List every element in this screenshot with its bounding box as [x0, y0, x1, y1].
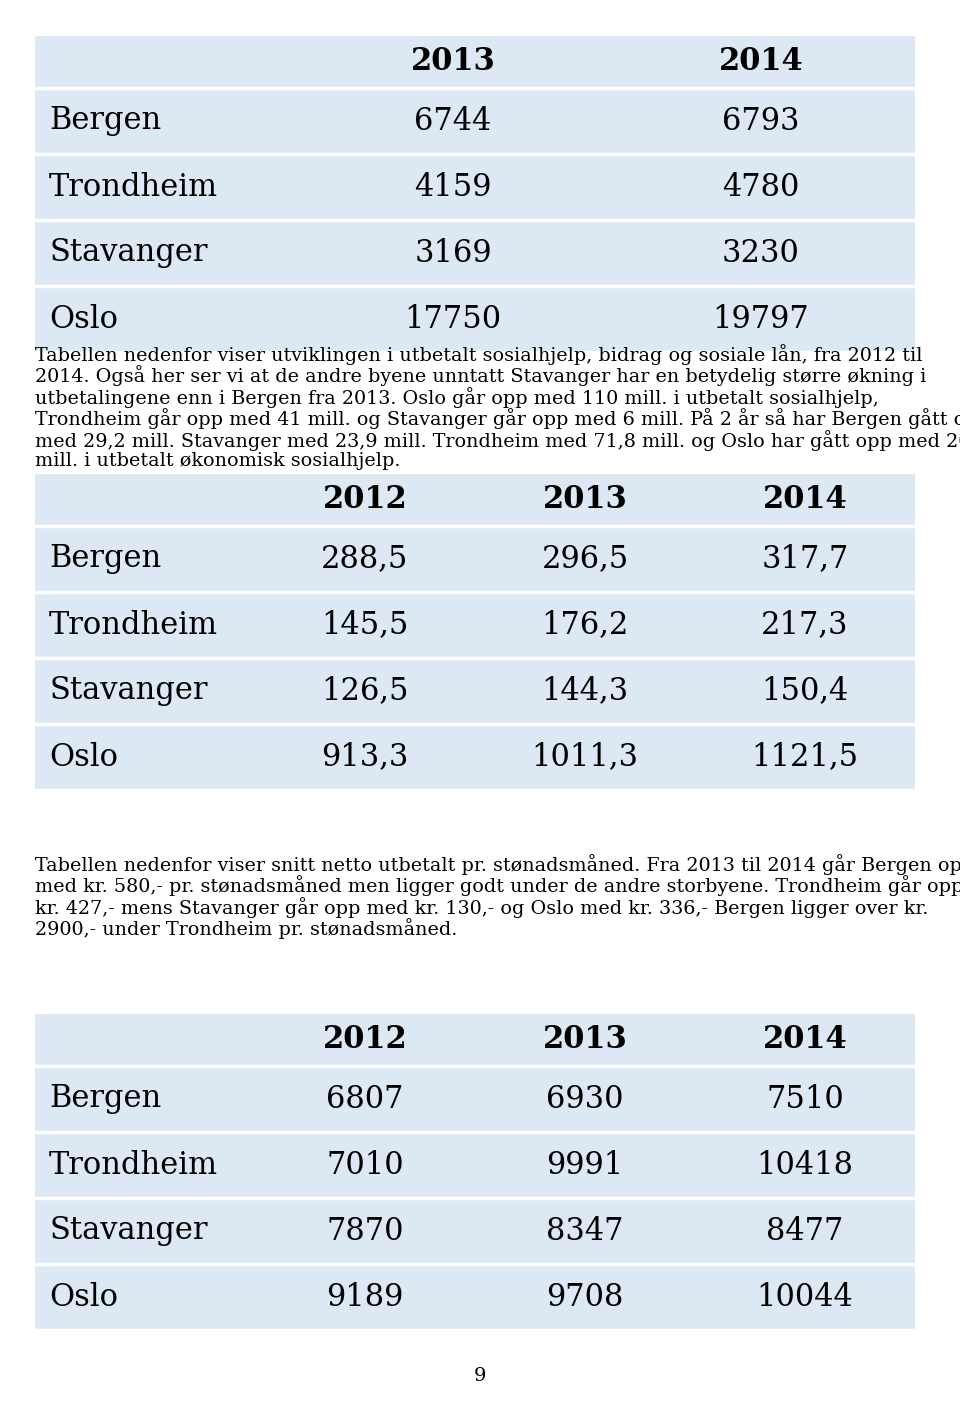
Text: kr. 427,- mens Stavanger går opp med kr. 130,- og Oslo med kr. 336,- Bergen ligg: kr. 427,- mens Stavanger går opp med kr.… [35, 897, 928, 918]
Text: 9189: 9189 [326, 1282, 404, 1313]
Text: med 29,2 mill. Stavanger med 23,9 mill. Trondheim med 71,8 mill. og Oslo har gåt: med 29,2 mill. Stavanger med 23,9 mill. … [35, 430, 960, 451]
Text: 10044: 10044 [756, 1282, 853, 1313]
Text: 176,2: 176,2 [541, 609, 629, 640]
Text: Oslo: Oslo [49, 741, 118, 772]
Text: 2013: 2013 [411, 46, 495, 77]
Text: Stavanger: Stavanger [49, 237, 207, 268]
Text: Tabellen nedenfor viser utviklingen i utbetalt sosialhjelp, bidrag og sosiale lå: Tabellen nedenfor viser utviklingen i ut… [35, 344, 923, 365]
Text: 217,3: 217,3 [761, 609, 849, 640]
Text: 145,5: 145,5 [322, 609, 409, 640]
Text: Trondheim: Trondheim [49, 1150, 218, 1181]
Text: 7870: 7870 [326, 1216, 404, 1247]
Text: 6744: 6744 [415, 105, 492, 136]
Text: 9: 9 [473, 1367, 487, 1384]
Bar [35, 1014, 915, 1330]
Text: 17750: 17750 [404, 303, 501, 334]
Text: mill. i utbetalt økonomisk sosialhjelp.: mill. i utbetalt økonomisk sosialhjelp. [35, 452, 400, 469]
Text: Tabellen nedenfor viser snitt netto utbetalt pr. stønadsmåned. Fra 2013 til 2014: Tabellen nedenfor viser snitt netto utbe… [35, 854, 960, 875]
Text: Trondheim: Trondheim [49, 609, 218, 640]
Text: 3169: 3169 [414, 237, 492, 268]
Text: 9708: 9708 [546, 1282, 624, 1313]
Text: 150,4: 150,4 [761, 675, 849, 706]
Text: Stavanger: Stavanger [49, 675, 207, 706]
Text: 8347: 8347 [546, 1216, 624, 1247]
Bar [35, 37, 915, 352]
Text: Trondheim går opp med 41 mill. og Stavanger går opp med 6 mill. På 2 år så har B: Trondheim går opp med 41 mill. og Stavan… [35, 409, 960, 430]
Text: Oslo: Oslo [49, 1282, 118, 1313]
Text: 2014. Også her ser vi at de andre byene unntatt Stavanger har en betydelig størr: 2014. Også her ser vi at de andre byene … [35, 365, 926, 386]
Text: 288,5: 288,5 [322, 543, 409, 574]
Text: 296,5: 296,5 [541, 543, 629, 574]
Text: 2014: 2014 [762, 1025, 848, 1056]
Text: 2012: 2012 [323, 1025, 407, 1056]
Text: Bergen: Bergen [49, 543, 161, 574]
Text: 126,5: 126,5 [322, 675, 409, 706]
Text: 2900,- under Trondheim pr. stønadsmåned.: 2900,- under Trondheim pr. stønadsmåned. [35, 918, 457, 939]
Text: utbetalingene enn i Bergen fra 2013. Oslo går opp med 110 mill. i utbetalt sosia: utbetalingene enn i Bergen fra 2013. Osl… [35, 388, 878, 409]
Text: 6807: 6807 [326, 1084, 404, 1115]
Text: 2012: 2012 [323, 484, 407, 515]
Text: 6930: 6930 [546, 1084, 624, 1115]
Text: 317,7: 317,7 [761, 543, 849, 574]
Text: 2013: 2013 [542, 1025, 628, 1056]
Text: 2014: 2014 [762, 484, 848, 515]
Text: med kr. 580,- pr. stønadsmåned men ligger godt under de andre storbyene. Trondhe: med kr. 580,- pr. stønadsmåned men ligge… [35, 876, 960, 896]
Text: 2014: 2014 [719, 46, 804, 77]
Text: 2013: 2013 [542, 484, 628, 515]
Text: 10418: 10418 [756, 1150, 853, 1181]
Text: Bergen: Bergen [49, 105, 161, 136]
Text: Bergen: Bergen [49, 1084, 161, 1115]
Text: 3230: 3230 [722, 237, 800, 268]
Text: 7510: 7510 [766, 1084, 844, 1115]
Text: 6793: 6793 [722, 105, 800, 136]
Text: 913,3: 913,3 [322, 741, 409, 772]
Text: 1121,5: 1121,5 [752, 741, 858, 772]
Text: Trondheim: Trondheim [49, 171, 218, 202]
Text: 1011,3: 1011,3 [532, 741, 638, 772]
Text: 4159: 4159 [415, 171, 492, 202]
Bar [35, 475, 915, 790]
Text: 4780: 4780 [722, 171, 800, 202]
Text: 7010: 7010 [326, 1150, 404, 1181]
Text: Oslo: Oslo [49, 303, 118, 334]
Text: 144,3: 144,3 [541, 675, 629, 706]
Text: 19797: 19797 [712, 303, 809, 334]
Text: Stavanger: Stavanger [49, 1216, 207, 1247]
Text: 9991: 9991 [546, 1150, 624, 1181]
Text: 8477: 8477 [766, 1216, 844, 1247]
